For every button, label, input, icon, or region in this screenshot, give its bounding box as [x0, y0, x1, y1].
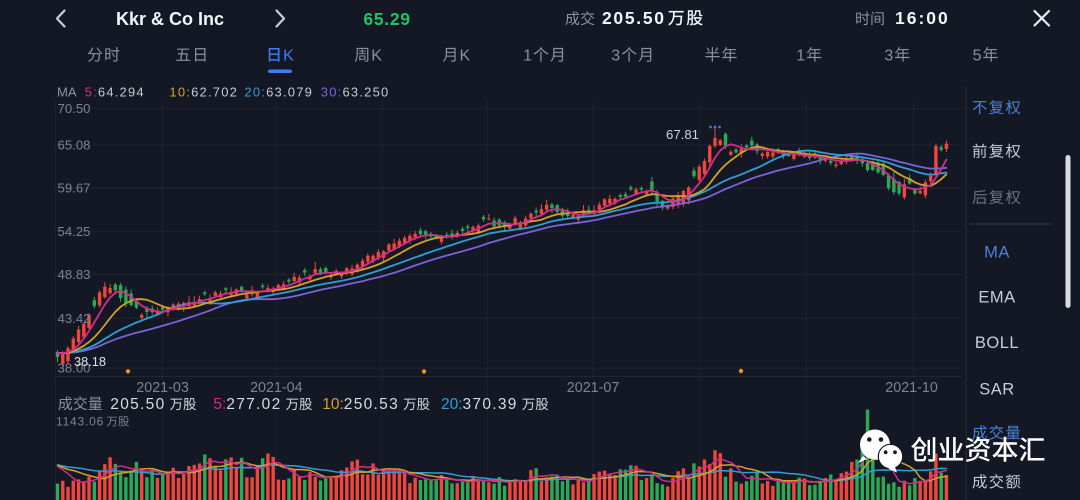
svg-text:MA: MA: [57, 85, 77, 100]
svg-text:3: 3: [611, 48, 621, 65]
svg-text:30:: 30:: [321, 85, 343, 100]
svg-text:3: 3: [884, 48, 894, 65]
svg-text:63.250: 63.250: [343, 85, 390, 100]
svg-text:65.29: 65.29: [363, 9, 410, 29]
svg-text:K: K: [283, 48, 295, 65]
svg-text:5: 5: [973, 48, 983, 65]
svg-text:67.81: 67.81: [666, 127, 699, 142]
svg-text:65.08: 65.08: [58, 138, 91, 153]
svg-text:205.50: 205.50: [110, 396, 165, 413]
svg-text:38.00: 38.00: [58, 361, 91, 376]
svg-text:70.50: 70.50: [58, 101, 91, 116]
svg-text:20:: 20:: [244, 85, 266, 100]
svg-text:2021-04: 2021-04: [250, 380, 303, 396]
svg-text:SAR: SAR: [979, 380, 1014, 398]
svg-text:250.53: 250.53: [344, 396, 399, 413]
svg-text:K: K: [460, 48, 472, 65]
svg-text:16:00: 16:00: [895, 8, 950, 28]
svg-text:1: 1: [523, 48, 533, 65]
svg-text:63.079: 63.079: [266, 85, 313, 100]
svg-text:277.02: 277.02: [226, 396, 281, 413]
svg-text:205.50: 205.50: [602, 8, 666, 28]
svg-text:10:: 10:: [169, 85, 191, 100]
svg-text:K: K: [371, 48, 383, 65]
svg-text:64.294: 64.294: [98, 85, 145, 100]
svg-text:62.702: 62.702: [191, 85, 238, 100]
svg-text:38.18: 38.18: [74, 354, 106, 369]
svg-text:5:: 5:: [213, 396, 226, 413]
svg-text:10:: 10:: [322, 396, 344, 413]
svg-text:2021-10: 2021-10: [885, 380, 938, 396]
svg-text:EMA: EMA: [978, 288, 1015, 306]
svg-text:5:: 5:: [85, 85, 98, 100]
svg-text:1143.06: 1143.06: [56, 415, 104, 429]
svg-text:2021-03: 2021-03: [136, 380, 189, 396]
svg-text:59.67: 59.67: [58, 181, 91, 196]
svg-text:MA: MA: [984, 243, 1010, 261]
svg-text:20:: 20:: [441, 396, 463, 413]
svg-text:43.42: 43.42: [58, 311, 91, 326]
svg-text:48.83: 48.83: [58, 267, 91, 282]
svg-text:Kkr & Co Inc: Kkr & Co Inc: [116, 9, 224, 29]
svg-text:370.39: 370.39: [463, 396, 518, 413]
svg-text:54.25: 54.25: [58, 224, 91, 239]
svg-text:1: 1: [796, 48, 806, 65]
svg-text:2021-07: 2021-07: [567, 380, 620, 396]
svg-text:BOLL: BOLL: [975, 334, 1019, 352]
